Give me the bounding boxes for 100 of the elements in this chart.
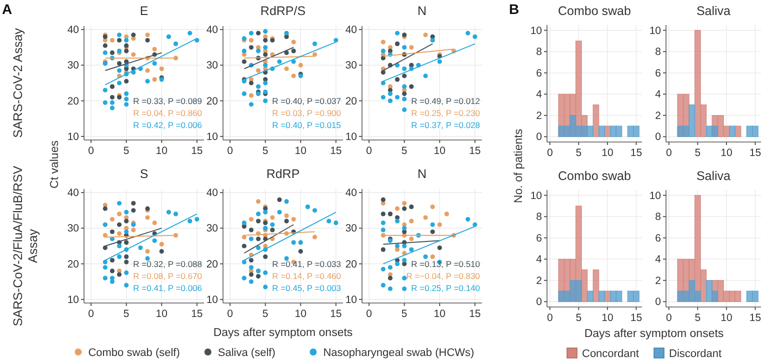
y-tick-label: 10 (649, 190, 662, 202)
text: A (2, 1, 12, 17)
chart-title: N (417, 4, 427, 18)
chart-title: Combo swab (558, 169, 632, 183)
legend-label: Discordant (669, 348, 722, 360)
y-tick-label: 30 (67, 222, 80, 235)
y-tick-label: 20 (67, 258, 80, 270)
y-tick-label: 2 (536, 274, 542, 287)
x-tick-label: 10 (720, 147, 732, 159)
x-tick-label: 5 (576, 312, 582, 324)
y-tick-label: 4 (655, 88, 662, 101)
text: SARS-CoV-2/FluA/FluB/RSV Assay (11, 165, 40, 326)
x-tick-label: 0 (227, 145, 234, 157)
y-tick-label: 2 (536, 110, 542, 122)
y-tick-label: 0 (536, 296, 542, 308)
y-tick-label: 8 (655, 46, 662, 58)
y-tick-label: 10 (649, 24, 662, 37)
y-tick-label: 4 (536, 88, 542, 101)
x-tick-label: 10 (602, 312, 614, 324)
x-tick-label: 10 (434, 145, 446, 157)
x-tick-label: 5 (694, 147, 701, 159)
annotation: R =0.13, P =0.510 (411, 259, 480, 269)
chart-title: RdRP (266, 167, 300, 181)
x-tick-label: 15 (749, 312, 762, 324)
y-tick-label: 4 (655, 254, 662, 266)
x-tick-label: 0 (546, 312, 553, 324)
y-tick-label: 20 (206, 95, 218, 108)
x-tick-label: 15 (630, 147, 642, 159)
annotation: R =0.25, P =0.140 (411, 283, 480, 293)
x-tick-label: 5 (401, 145, 408, 157)
y-tick-label: 0 (655, 296, 662, 308)
y-tick-label: 10 (67, 294, 80, 306)
y-tick-label: 8 (536, 211, 542, 224)
chart-title: S (140, 167, 148, 181)
annotation: R =0.41, P =0.033 (272, 259, 342, 269)
text: SARS-CoV-2 Assay (11, 27, 25, 138)
y-tick-label: 20 (67, 95, 80, 108)
legend-label: Concordant (582, 348, 639, 360)
x-tick-label: 15 (191, 308, 203, 320)
x-axis-title: Days after symptom onsets (584, 328, 724, 340)
x-tick-label: 0 (666, 312, 672, 324)
y-tick-label: 6 (536, 67, 542, 80)
y-tick-label: 6 (536, 232, 542, 244)
x-tick-label: 5 (694, 312, 701, 324)
annotation: R =0.49, P =0.012 (411, 96, 480, 106)
x-tick-label: 5 (262, 145, 268, 157)
y-tick-label: 2 (655, 110, 662, 122)
annotation: R =0.41, P =0.006 (133, 283, 202, 293)
annotation: R =−0.04, P =0.830 (406, 271, 480, 281)
y-tick-label: 40 (345, 24, 358, 36)
annotation: R =0.25, P =0.230 (411, 108, 480, 118)
y-tick-label: 30 (67, 60, 80, 72)
x-tick-label: 10 (720, 312, 732, 324)
y-tick-label: 20 (206, 258, 218, 270)
chart-title: Combo swab (558, 4, 632, 18)
y-tick-label: 40 (67, 24, 80, 36)
legend-label: Saliva (self) (218, 347, 276, 359)
annotation: R =0.03, P =0.900 (272, 108, 342, 118)
annotation: R =0.40, P =0.015 (272, 120, 342, 130)
y-tick-label: 6 (655, 67, 662, 80)
chart-title: Saliva (696, 169, 731, 183)
annotation: R =0.32, P =0.088 (133, 259, 202, 269)
y-tick-label: 40 (345, 187, 358, 200)
x-tick-label: 0 (227, 308, 234, 320)
y-tick-label: 20 (345, 95, 358, 108)
x-tick-label: 15 (469, 308, 481, 320)
x-tick-label: 0 (546, 147, 553, 159)
chart-title: E (140, 4, 148, 18)
y-tick-label: 30 (345, 222, 358, 235)
chart-title: RdRP/S (260, 4, 306, 18)
x-tick-label: 0 (366, 308, 372, 320)
y-tick-label: 10 (206, 294, 218, 306)
y-axis-title: No. of patients (513, 128, 525, 204)
y-tick-label: 8 (655, 211, 662, 224)
x-tick-label: 0 (88, 145, 94, 157)
x-tick-label: 15 (330, 308, 342, 320)
x-tick-label: 5 (262, 308, 268, 320)
y-tick-label: 40 (206, 187, 218, 200)
x-tick-label: 5 (123, 145, 130, 157)
y-tick-label: 10 (530, 190, 542, 202)
y-tick-label: 0 (536, 131, 542, 144)
x-tick-label: 0 (88, 308, 94, 320)
x-axis-title: Days after symptom onsets (213, 327, 353, 339)
y-tick-label: 10 (345, 294, 358, 306)
x-tick-label: 15 (191, 145, 203, 157)
x-tick-label: 5 (401, 308, 408, 320)
chart-title: N (417, 167, 427, 181)
annotation: R =0.40, P =0.037 (272, 96, 342, 106)
x-tick-label: 10 (156, 308, 168, 320)
y-tick-label: 10 (67, 130, 80, 143)
text: B (509, 1, 520, 17)
y-tick-label: 0 (655, 131, 662, 144)
legend-label: Combo swab (self) (88, 347, 180, 359)
y-axis-title: Ct values (49, 140, 61, 188)
y-tick-label: 2 (655, 274, 662, 287)
annotation: R =0.08, P =0.670 (133, 271, 202, 281)
y-tick-label: 40 (206, 24, 218, 36)
legend-label: Nasopharyngeal swab (HCWs) (323, 347, 474, 359)
x-tick-label: 15 (749, 147, 762, 159)
x-tick-label: 15 (469, 145, 481, 157)
